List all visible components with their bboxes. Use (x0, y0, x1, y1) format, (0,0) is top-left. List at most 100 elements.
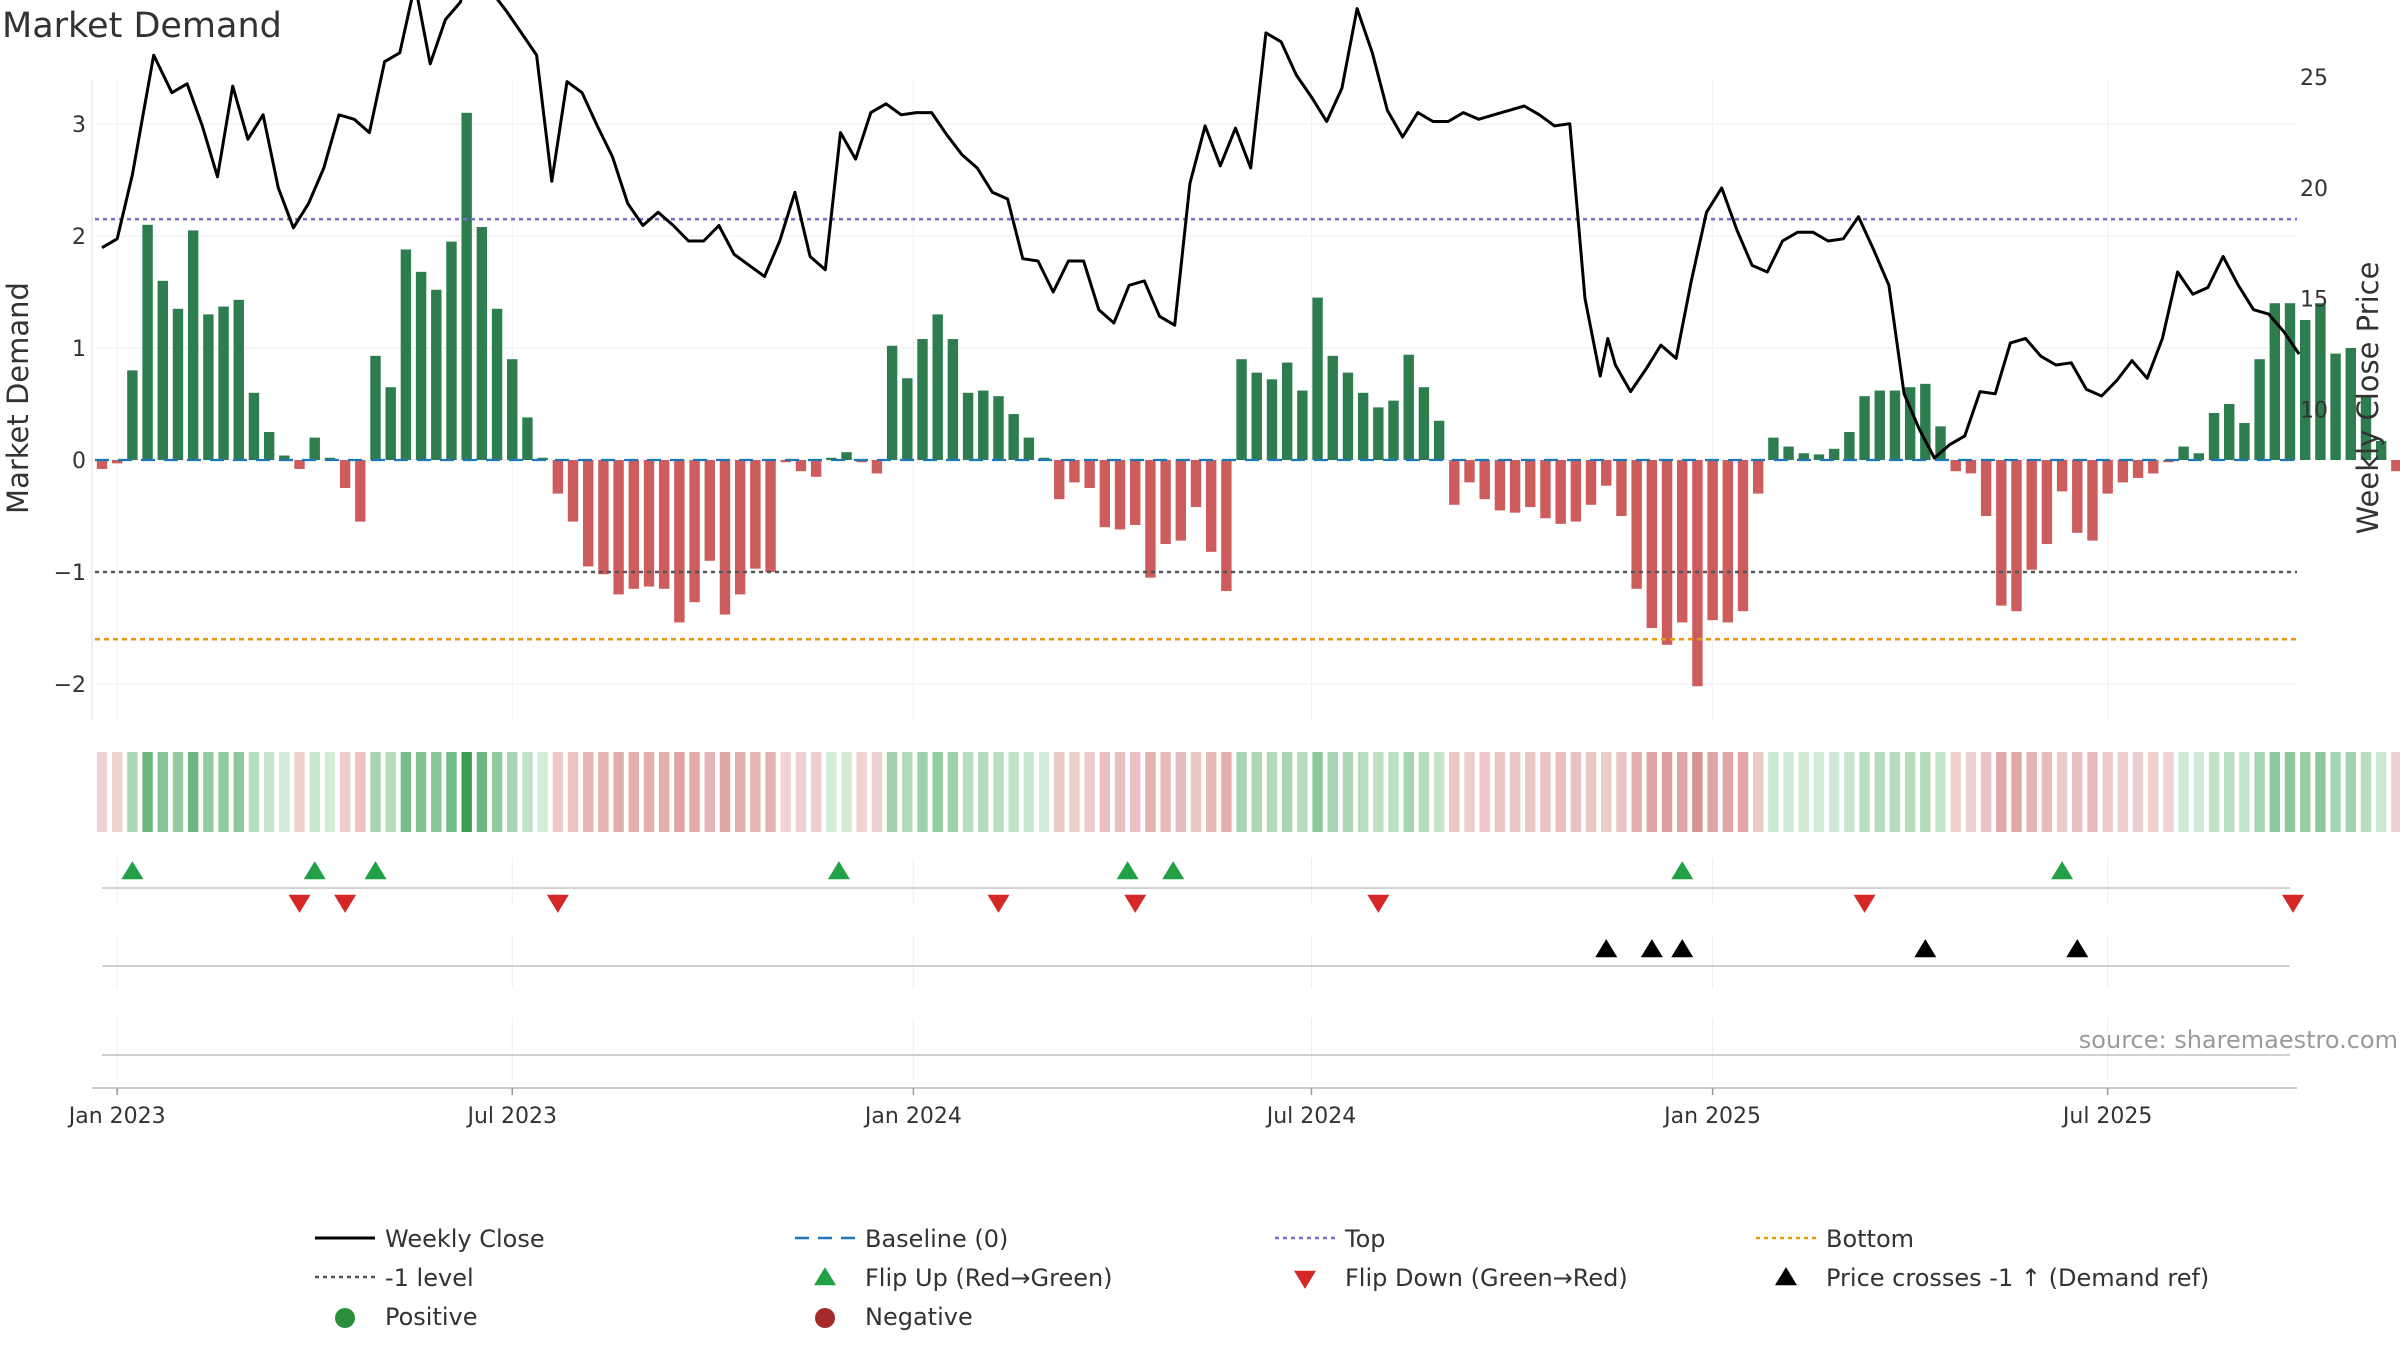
heat-cell (2345, 752, 2356, 832)
heat-cell (96, 752, 108, 832)
heat-cell (1661, 752, 1673, 832)
heat-cell (355, 752, 366, 832)
heat-cell (111, 752, 123, 832)
demand-bar-positive (826, 457, 837, 460)
demand-bar-negative (1707, 460, 1718, 621)
demand-bar-positive (1418, 387, 1430, 460)
demand-bar-positive (886, 345, 898, 460)
demand-bar-negative (1175, 460, 1187, 541)
legend-label: Positive (385, 1303, 478, 1331)
heat-cell (1646, 752, 1658, 832)
demand-bar-negative (1631, 460, 1642, 589)
legend-swatch-marker (814, 1267, 836, 1286)
demand-heat-strip (96, 752, 2400, 832)
heat-cell (1768, 752, 1779, 832)
demand-bar-positive (1266, 379, 1278, 460)
demand-bar-negative (1965, 460, 1977, 474)
heat-cell (1904, 752, 1916, 832)
demand-bar-positive (1433, 420, 1445, 460)
heat-cell (400, 752, 412, 832)
demand-bar-negative (674, 460, 685, 623)
demand-bar-positive (203, 314, 214, 460)
demand-bar-negative (1160, 460, 1171, 544)
demand-bar-positive (962, 392, 974, 460)
demand-bar-positive (932, 314, 943, 460)
heat-cell (385, 752, 396, 832)
x-tick-label: Jul 2025 (2061, 1104, 2153, 1129)
demand-bars (96, 112, 2400, 687)
demand-bar-negative (1449, 460, 1460, 505)
heat-cell (1996, 752, 2007, 832)
flip-down-marker (334, 894, 357, 913)
demand-bar-positive (400, 249, 412, 460)
demand-bar-positive (279, 455, 290, 460)
demand-bar-positive (1038, 457, 1050, 460)
heat-cell (1509, 752, 1521, 832)
demand-bar-negative (810, 460, 822, 477)
heat-cell (1677, 752, 1688, 832)
flip-up-marker (303, 861, 326, 880)
demand-bar-negative (552, 460, 564, 494)
heat-cell (1023, 752, 1035, 832)
y-tick-left: 0 (72, 449, 86, 474)
heat-cell (127, 752, 138, 832)
demand-bar-negative (1509, 460, 1521, 513)
demand-bar-positive (1297, 390, 1308, 460)
demand-bar-positive (1920, 383, 1931, 460)
heat-cell (567, 752, 579, 832)
heat-cell (1828, 752, 1840, 832)
heat-cell (1585, 752, 1597, 832)
heat-cell (1935, 752, 1946, 832)
heat-cell (2330, 752, 2341, 832)
heat-cell (1965, 752, 1977, 832)
legend-label: Top (1344, 1225, 1386, 1253)
demand-bar-negative (658, 460, 670, 589)
demand-bar-positive (1023, 437, 1035, 460)
heat-cell (704, 752, 715, 832)
demand-bar-negative (2102, 460, 2113, 494)
demand-bar-positive (172, 308, 184, 460)
demand-bar-negative (583, 460, 594, 567)
demand-bar-negative (1205, 460, 1217, 552)
heat-cell (2208, 752, 2220, 832)
demand-bar-negative (1661, 460, 1673, 645)
demand-bar-negative (643, 460, 655, 587)
demand-bar-negative (1996, 460, 2007, 606)
heat-cell (2041, 752, 2053, 832)
heat-cell (583, 752, 594, 832)
demand-bar-positive (1388, 400, 1399, 460)
demand-bar-positive (978, 390, 989, 460)
demand-bar-positive (415, 271, 427, 460)
demand-bar-positive (841, 452, 852, 460)
demand-bar-negative (1677, 460, 1688, 623)
heat-cell (294, 752, 305, 832)
demand-bar-positive (2330, 353, 2341, 460)
heat-cell (279, 752, 290, 832)
heat-cell (1114, 752, 1126, 832)
demand-bar-positive (1904, 387, 1916, 460)
flip-up-marker (121, 861, 144, 880)
heat-cell (415, 752, 427, 832)
demand-bar-negative (1190, 460, 1202, 508)
legend-item: Weekly Close (315, 1225, 545, 1253)
demand-bar-negative (734, 460, 746, 595)
y-axis-left-title: Market Demand (1, 282, 35, 514)
y-tick-left: −1 (54, 561, 86, 586)
heat-cell (2163, 752, 2174, 832)
demand-bar-negative (96, 460, 108, 469)
legend-label: Flip Up (Red→Green) (865, 1264, 1113, 1292)
demand-bar-positive (1783, 446, 1794, 460)
legend-swatch-marker (1294, 1270, 1316, 1289)
heat-cell (1175, 752, 1187, 832)
heat-cell (1874, 752, 1885, 832)
demand-bar-negative (628, 460, 640, 589)
heat-cell (552, 752, 564, 832)
legend-label: Price crosses -1 ↑ (Demand ref) (1826, 1264, 2209, 1292)
price-cross-marker (2066, 939, 2089, 958)
legend-item: -1 level (315, 1264, 474, 1292)
heat-cell (765, 752, 776, 832)
demand-bar-positive (2239, 423, 2250, 460)
demand-bar-negative (1752, 460, 1764, 494)
y-tick-left: 2 (72, 225, 86, 250)
heat-cell (1692, 752, 1703, 832)
